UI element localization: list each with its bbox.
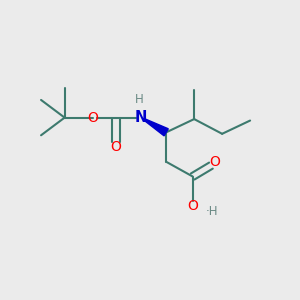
Text: ·H: ·H (206, 205, 218, 218)
Text: O: O (111, 140, 122, 154)
Text: O: O (209, 155, 220, 169)
Polygon shape (145, 119, 168, 136)
Text: O: O (87, 111, 98, 124)
Text: O: O (187, 199, 198, 213)
Text: H: H (135, 93, 144, 106)
Text: N: N (135, 110, 147, 125)
